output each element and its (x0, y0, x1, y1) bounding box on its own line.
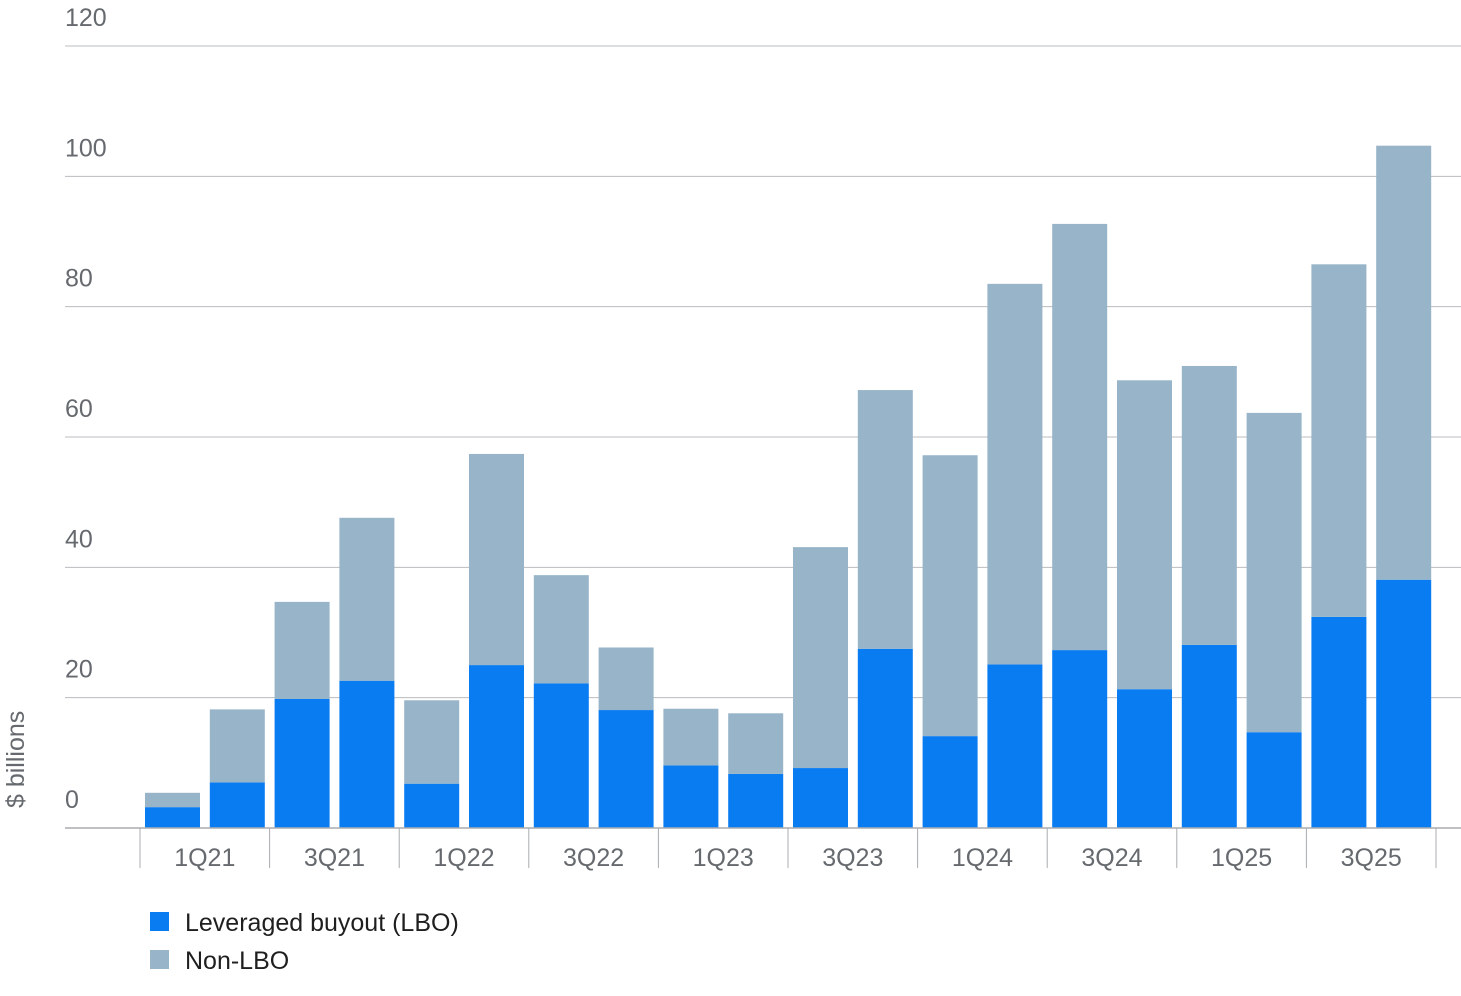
bar-segment-lbo (533, 683, 589, 828)
y-axis-tick-labels: 0 20 40 60 80 100 120 (65, 4, 107, 814)
y-tick-label: 0 (65, 786, 79, 814)
y-tick-label: 100 (65, 134, 107, 162)
bar-segment-lbo (145, 807, 200, 828)
y-axis-label: $ billions (2, 711, 30, 808)
legend-label: Non-LBO (185, 947, 289, 975)
x-tick-label: 3Q21 (304, 844, 365, 872)
y-tick-label: 120 (65, 4, 107, 32)
x-tick-label: 1Q22 (433, 844, 494, 872)
bar-segment-non-lbo (793, 547, 848, 769)
bar-segment-non-lbo (469, 453, 524, 666)
x-axis: 1Q21 3Q21 1Q22 3Q22 1Q23 3Q23 1Q24 3Q24 1Q25 3Q25 (65, 827, 1461, 872)
x-tick-label: 3Q25 (1341, 844, 1402, 872)
bar-segment-lbo (1117, 689, 1172, 828)
bar-segment-non-lbo (987, 283, 1043, 665)
bar-segment-lbo (1311, 616, 1367, 828)
bar-segment-non-lbo (533, 575, 589, 684)
legend-label: Leveraged buyout (LBO) (185, 909, 459, 937)
bar-segment-non-lbo (1052, 223, 1108, 651)
bar-segment-lbo (339, 680, 395, 828)
bar-segment-non-lbo (1117, 380, 1172, 690)
bar-segment-lbo (274, 698, 330, 828)
bar-segment-lbo (1246, 732, 1302, 828)
bar-segment-lbo (793, 768, 848, 828)
bar-segment-non-lbo (857, 390, 913, 649)
bar-segment-non-lbo (404, 700, 460, 784)
bar-segment-non-lbo (209, 709, 265, 783)
x-tick-label: 3Q22 (563, 844, 624, 872)
legend: Leveraged buyout (LBO) Non-LBO (150, 909, 459, 975)
bar-segment-lbo (1052, 650, 1108, 828)
bar-segment-lbo (598, 710, 654, 828)
bar-segment-lbo (1181, 644, 1237, 828)
bar-segment-lbo (1376, 579, 1432, 828)
bar-segment-lbo (728, 773, 784, 828)
x-tick-label: 1Q21 (174, 844, 235, 872)
bar-segment-non-lbo (598, 647, 654, 711)
bar-segment-lbo (209, 782, 265, 828)
bar-segment-lbo (922, 736, 978, 828)
bar-segment-lbo (857, 648, 913, 828)
bar-segment-lbo (663, 765, 719, 828)
x-tick-label: 3Q23 (822, 844, 883, 872)
bar-segment-lbo (987, 664, 1043, 828)
x-tick-label: 3Q24 (1081, 844, 1142, 872)
bar-segment-non-lbo (339, 517, 395, 681)
bar-segment-non-lbo (145, 792, 200, 808)
y-tick-label: 60 (65, 395, 93, 423)
bar-segment-non-lbo (1181, 365, 1237, 645)
y-tick-label: 20 (65, 656, 93, 684)
y-tick-label: 40 (65, 525, 93, 553)
bars (145, 145, 1432, 828)
bar-segment-lbo (469, 665, 524, 828)
bar-segment-non-lbo (728, 713, 784, 774)
bar-segment-lbo (404, 783, 460, 828)
bar-segment-non-lbo (922, 455, 978, 737)
x-tick-label: 1Q24 (952, 844, 1013, 872)
x-tick-label: 1Q23 (693, 844, 754, 872)
x-tick-label: 1Q25 (1211, 844, 1272, 872)
bar-segment-non-lbo (663, 708, 719, 766)
bar-segment-non-lbo (274, 601, 330, 699)
bar-segment-non-lbo (1246, 412, 1302, 733)
y-tick-label: 80 (65, 265, 93, 293)
legend-swatch-lbo (150, 912, 169, 931)
legend-swatch-non-lbo (150, 950, 169, 969)
bar-segment-non-lbo (1376, 145, 1432, 580)
bar-segment-non-lbo (1311, 264, 1367, 617)
